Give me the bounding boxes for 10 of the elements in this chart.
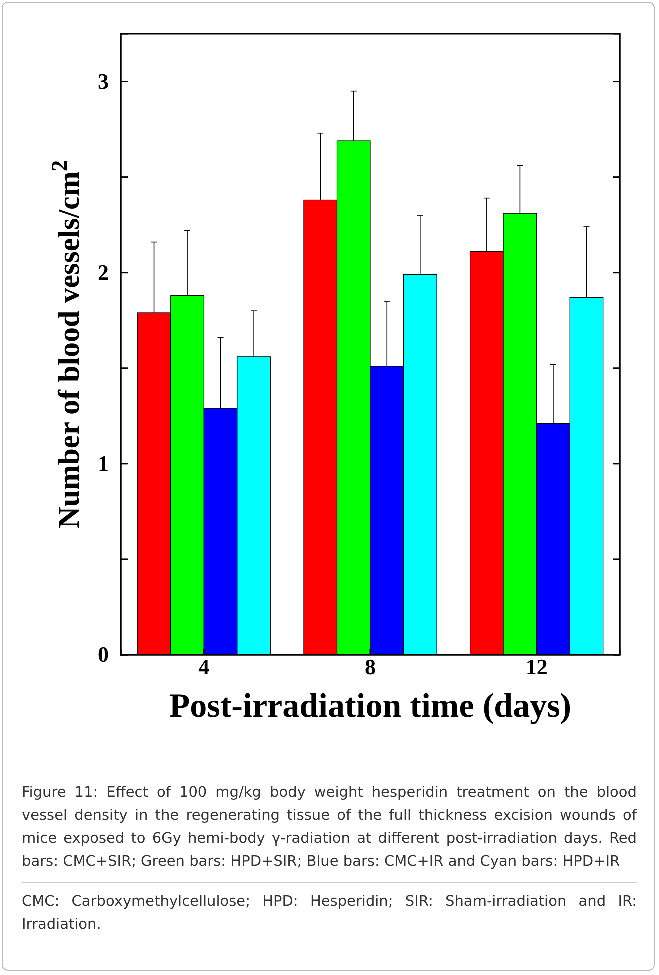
x-tick-label: 4 [198, 654, 210, 680]
caption: Figure 11: Effect of 100 mg/kg body weight hesperidin treatment on the blood vessel density in the regenerating tissue of the full thickness excision wounds of mice exposed to 6Gy hemi-body γ-radiation at different post-irradiation days. Red bars: CMC+SIR; Green bars: HPD+SIR; Blue bars: CMC+IR and Cyan bars: HPD+IR [22, 784, 637, 872]
x-tick-label: 8 [365, 654, 376, 680]
text: CMC: Carboxymethylcellulose; HPD: Hesperidin; SIR: Sham-irradiation and IR: Irradiation. [22, 893, 637, 935]
y-tick-label: 1 [98, 450, 109, 476]
y-tick-label: 0 [98, 642, 109, 668]
y-tick-label: 3 [98, 68, 109, 94]
x-axis-title: Post-irradiation time (days) [169, 688, 572, 725]
y-tick-label: 2 [98, 260, 109, 285]
x-tick-label: 12 [526, 654, 548, 680]
